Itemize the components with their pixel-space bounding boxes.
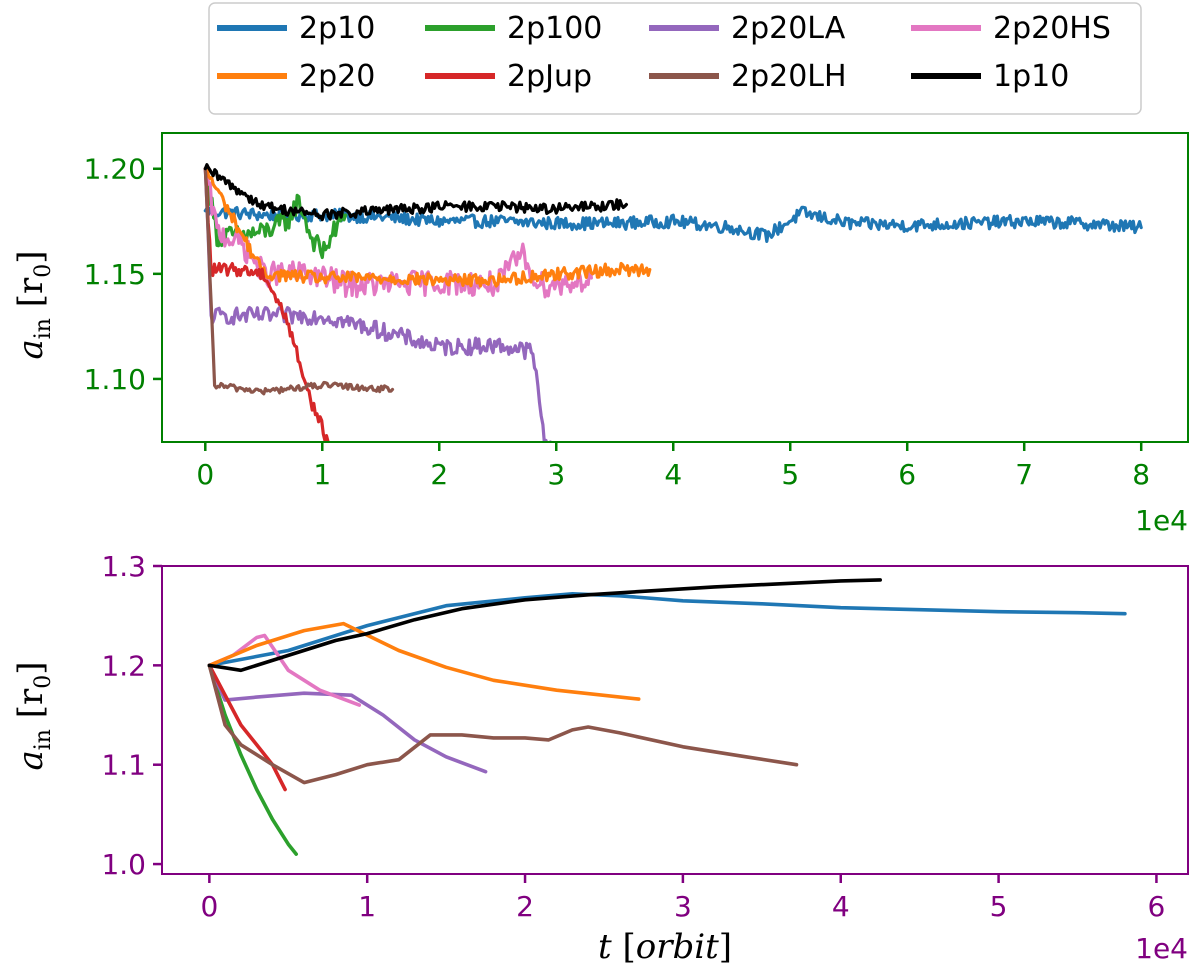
legend-label: 1p10 xyxy=(993,59,1069,94)
series-line-2p100 xyxy=(203,167,348,260)
top-y-label: ain [r0] xyxy=(11,250,56,359)
series-line-2p20 xyxy=(203,165,652,288)
bottom-x-axis-title: t [orbit] xyxy=(598,927,732,967)
series-line-2p20LA xyxy=(203,167,553,442)
legend-label: 2p20 xyxy=(299,59,375,94)
series-line-1p10 xyxy=(203,163,629,222)
series-line-2p10 xyxy=(203,205,1143,243)
x-tick-label: 2 xyxy=(430,458,448,491)
legend-label: 2p20HS xyxy=(993,11,1111,46)
top-panel: 0 1 2 3 4 5 6 7 8 1.10 1.15 1.20 1e4 ain [r0] xyxy=(11,132,1189,537)
top-panel-frame xyxy=(161,132,1189,443)
legend-label: 2p10 xyxy=(299,11,375,46)
x-tick-label: 8 xyxy=(1132,458,1150,491)
y-tick-label: 1.20 xyxy=(84,153,146,186)
x-tick-label: 6 xyxy=(898,458,916,491)
top-x-multiplier: 1e4 xyxy=(1135,504,1188,537)
x-tick-label: 4 xyxy=(832,890,850,923)
top-panel-series xyxy=(203,163,1143,442)
y-tick-label: 1.2 xyxy=(101,649,146,682)
series-line-2pJup xyxy=(207,663,287,792)
bottom-panel-series xyxy=(207,578,1127,856)
x-tick-label: 3 xyxy=(674,890,692,923)
x-tick-label: 3 xyxy=(547,458,565,491)
legend: 2p10 2p100 2p20LA 2p20HS 2p20 2pJup 2p20LH 1p10 xyxy=(208,2,1142,115)
x-tick-label: 0 xyxy=(196,458,214,491)
series-line-2p20 xyxy=(207,621,641,701)
x-tick-label: 1 xyxy=(313,458,331,491)
series-line-2p20LH xyxy=(203,167,395,396)
bottom-y-label: ain [r0] xyxy=(11,661,56,770)
y-tick-label: 1.15 xyxy=(84,258,146,291)
series-line-2p100 xyxy=(207,663,299,856)
x-tick-label: 5 xyxy=(990,890,1008,923)
bottom-panel-ticks: 0 1 2 3 4 5 6 1.0 1.1 1.2 1.3 xyxy=(101,550,1165,923)
series-line-2pJup xyxy=(203,167,330,442)
top-panel-ticks: 0 1 2 3 4 5 6 7 8 1.10 1.15 1.20 xyxy=(84,153,1150,491)
y-tick-label: 1.0 xyxy=(101,848,146,881)
bottom-y-axis-title: ain [r0] xyxy=(11,661,56,770)
legend-label: 2p100 xyxy=(507,11,602,46)
legend-label: 2p20LH xyxy=(731,59,847,94)
legend-label: 2pJup xyxy=(507,59,592,94)
x-tick-label: 0 xyxy=(200,890,218,923)
x-tick-label: 6 xyxy=(1148,890,1166,923)
x-tick-label: 5 xyxy=(781,458,799,491)
y-tick-label: 1.1 xyxy=(101,749,146,782)
bottom-panel: 0 1 2 3 4 5 6 1.0 1.1 1.2 1.3 1e4 ain [r0] t [orbi… xyxy=(11,550,1189,967)
x-tick-label: 4 xyxy=(664,458,682,491)
x-tick-label: 2 xyxy=(516,890,534,923)
series-line-2p20LA xyxy=(207,663,488,774)
series-line-2p20LH xyxy=(207,663,799,785)
bottom-x-multiplier: 1e4 xyxy=(1135,932,1188,965)
series-line-1p10 xyxy=(207,578,883,673)
x-tick-label: 1 xyxy=(358,890,376,923)
y-tick-label: 1.10 xyxy=(84,363,146,396)
top-y-axis-title: ain [r0] xyxy=(11,250,56,359)
series-line-2p10 xyxy=(207,591,1127,668)
bottom-panel-frame xyxy=(161,565,1189,875)
x-tick-label: 7 xyxy=(1015,458,1033,491)
y-tick-label: 1.3 xyxy=(101,550,146,583)
legend-label: 2p20LA xyxy=(731,11,846,46)
